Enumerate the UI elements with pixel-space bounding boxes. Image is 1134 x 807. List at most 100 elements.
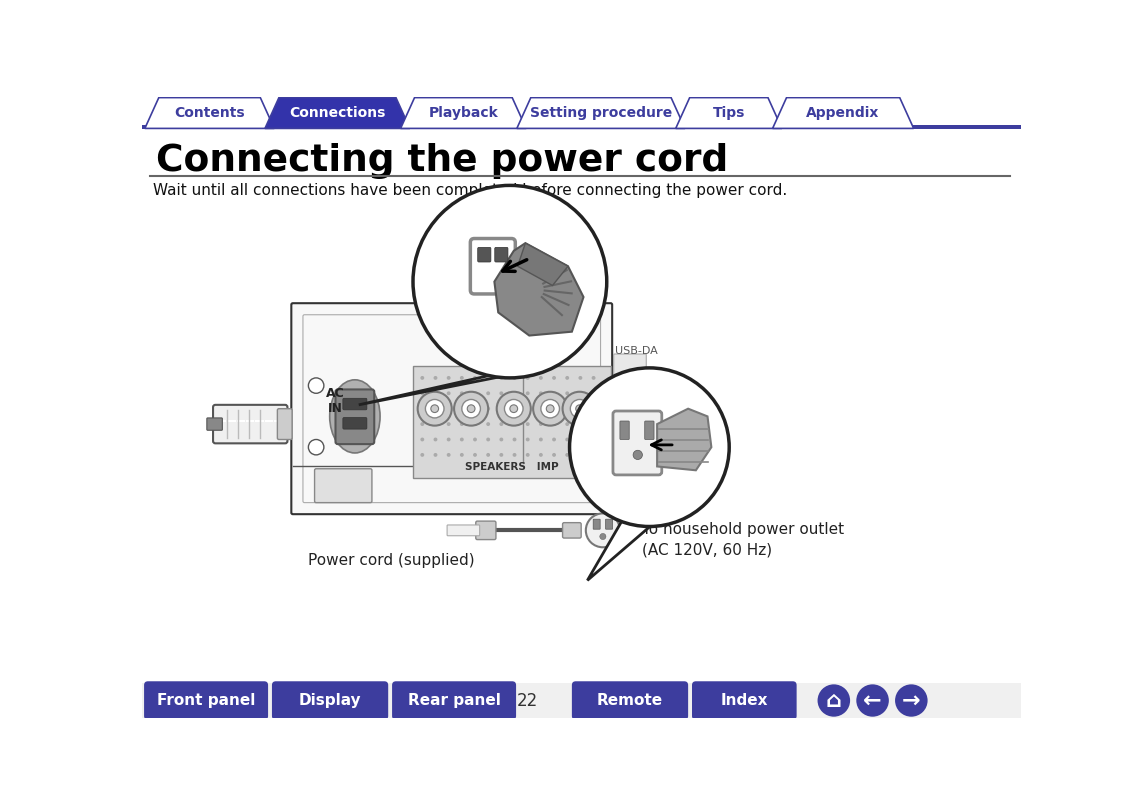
FancyBboxPatch shape [471,239,515,294]
FancyBboxPatch shape [572,681,688,720]
Circle shape [552,391,556,395]
Circle shape [513,437,516,441]
Text: Wait until all connections have been completed before connecting the power cord.: Wait until all connections have been com… [153,183,788,198]
FancyBboxPatch shape [494,248,508,262]
FancyBboxPatch shape [613,354,646,378]
Text: Index: Index [720,693,768,708]
Polygon shape [676,98,782,128]
Text: Setting procedure: Setting procedure [530,106,672,120]
Circle shape [576,405,584,412]
Text: AC
IN: AC IN [327,387,345,415]
Bar [142,125,1021,129]
Circle shape [473,407,477,411]
Text: Power cord (supplied): Power cord (supplied) [308,553,475,567]
FancyBboxPatch shape [413,366,610,478]
Polygon shape [358,374,514,405]
Circle shape [421,407,424,411]
Circle shape [433,422,438,426]
Polygon shape [400,98,526,128]
Circle shape [552,376,556,380]
Circle shape [592,407,595,411]
FancyBboxPatch shape [477,248,491,262]
Circle shape [565,376,569,380]
Circle shape [499,407,503,411]
Circle shape [552,422,556,426]
Circle shape [565,407,569,411]
Polygon shape [145,98,274,128]
Circle shape [425,399,445,418]
Text: To household power outlet
(AC 120V, 60 Hz): To household power outlet (AC 120V, 60 H… [642,522,844,558]
Polygon shape [587,521,657,580]
Circle shape [592,422,595,426]
FancyBboxPatch shape [342,399,367,410]
Circle shape [600,533,606,540]
Circle shape [569,368,729,526]
Circle shape [526,376,530,380]
FancyBboxPatch shape [562,523,581,538]
FancyBboxPatch shape [447,525,480,536]
FancyBboxPatch shape [645,421,654,440]
Circle shape [510,405,517,412]
FancyBboxPatch shape [278,408,293,440]
Circle shape [499,437,503,441]
Circle shape [433,437,438,441]
Circle shape [421,391,424,395]
Text: Display: Display [298,693,362,708]
Circle shape [447,407,450,411]
Circle shape [473,376,477,380]
Circle shape [578,422,583,426]
Text: ⌂: ⌂ [826,691,841,710]
Circle shape [552,437,556,441]
FancyBboxPatch shape [272,681,388,720]
Circle shape [473,391,477,395]
FancyBboxPatch shape [476,521,496,540]
Circle shape [539,391,543,395]
Ellipse shape [330,380,380,453]
Circle shape [592,453,595,457]
Circle shape [539,376,543,380]
Text: USB-DA: USB-DA [615,346,658,356]
Circle shape [421,453,424,457]
Text: ←: ← [863,691,882,710]
Circle shape [578,376,583,380]
Text: Playback: Playback [429,106,498,120]
Circle shape [431,405,439,412]
Circle shape [539,437,543,441]
FancyBboxPatch shape [336,390,374,444]
Text: SPEAKERS   IMP: SPEAKERS IMP [465,462,558,472]
Circle shape [413,186,607,378]
Bar [142,683,1021,718]
Text: Contents: Contents [175,106,245,120]
Text: Rear panel: Rear panel [407,693,500,708]
Text: Front panel: Front panel [156,693,255,708]
Circle shape [552,453,556,457]
Text: Connecting the power cord: Connecting the power cord [155,143,728,179]
FancyBboxPatch shape [213,405,287,443]
Circle shape [565,391,569,395]
Circle shape [433,376,438,380]
Circle shape [592,391,595,395]
Circle shape [565,422,569,426]
Circle shape [417,391,451,425]
Circle shape [513,407,516,411]
Circle shape [467,405,475,412]
Circle shape [586,513,620,547]
Circle shape [570,399,589,418]
Circle shape [486,437,490,441]
Circle shape [539,422,543,426]
FancyBboxPatch shape [144,681,268,720]
Circle shape [592,376,595,380]
Circle shape [578,407,583,411]
Circle shape [526,422,530,426]
Circle shape [486,376,490,380]
Text: Appendix: Appendix [806,106,880,120]
Circle shape [460,453,464,457]
Polygon shape [517,98,685,128]
Circle shape [460,437,464,441]
Circle shape [513,453,516,457]
Circle shape [433,391,438,395]
Circle shape [308,440,324,455]
Circle shape [533,391,567,425]
Circle shape [460,407,464,411]
FancyBboxPatch shape [392,681,516,720]
